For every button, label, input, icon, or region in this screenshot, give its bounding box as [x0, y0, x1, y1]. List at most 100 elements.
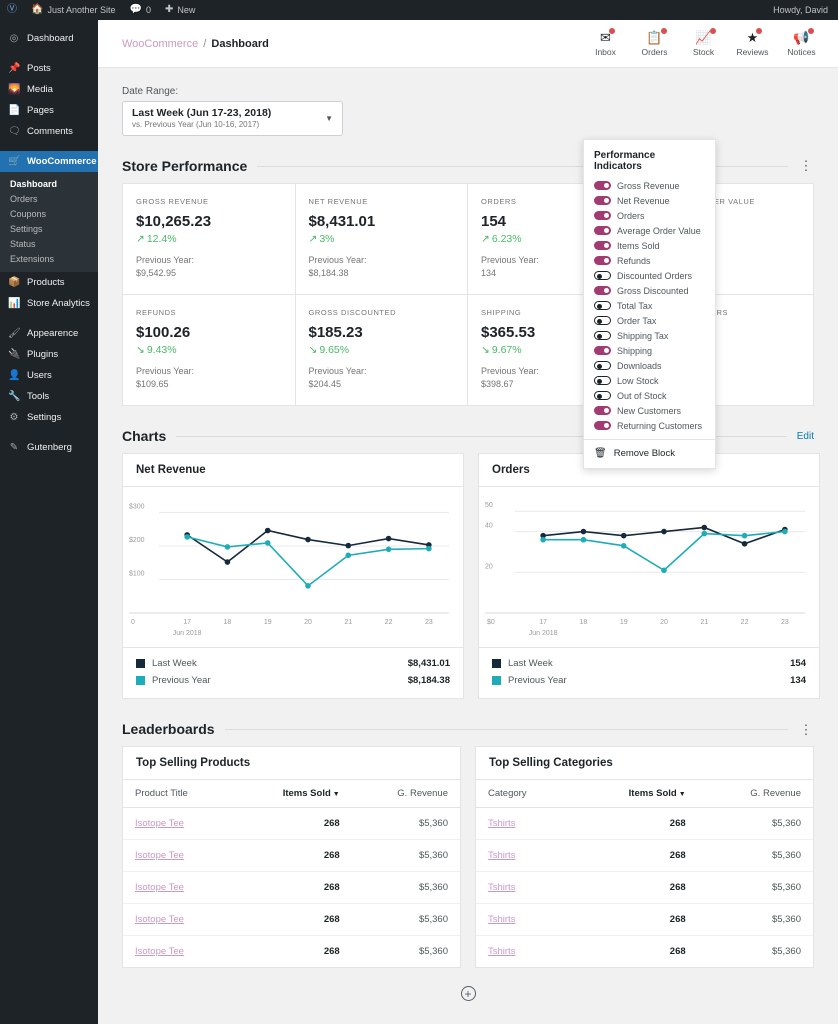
indicator-row-returning-customers[interactable]: Returning Customers: [584, 418, 715, 433]
charts-edit-button[interactable]: Edit: [796, 430, 814, 442]
submenu-item-status[interactable]: Status: [10, 238, 36, 249]
category-link[interactable]: Tshirts: [488, 882, 516, 894]
toggle-switch[interactable]: [594, 286, 611, 295]
legend-item-last-week[interactable]: Last Week $8,431.01: [136, 655, 450, 672]
sidebar-item-plugins[interactable]: 🔌 Plugins: [0, 344, 98, 365]
site-name-menu[interactable]: 🏠 Just Another Site: [24, 0, 123, 20]
indicator-row-new-customers[interactable]: New Customers: [584, 403, 715, 418]
comments-bubble[interactable]: 💬 0: [123, 0, 158, 20]
legend-item-previous-year[interactable]: Previous Year $8,184.38: [136, 672, 450, 689]
product-link[interactable]: Isotope Tee: [135, 946, 184, 958]
submenu-item-orders[interactable]: Orders: [10, 193, 38, 204]
indicator-row-average-order-value[interactable]: Average Order Value: [584, 223, 715, 238]
cell-revenue: $5,360: [771, 946, 801, 958]
submenu-item-dashboard[interactable]: Dashboard: [10, 178, 58, 189]
sidebar-item-posts[interactable]: 📌 Posts: [0, 58, 98, 79]
indicator-row-items-sold[interactable]: Items Sold: [584, 238, 715, 253]
sidebar-item-dashboard[interactable]: ◎ Dashboard: [0, 28, 98, 49]
toggle-switch[interactable]: [594, 391, 611, 400]
indicator-row-out-of-stock[interactable]: Out of Stock: [584, 388, 715, 403]
product-link[interactable]: Isotope Tee: [135, 914, 184, 926]
sidebar-item-users[interactable]: 👤 Users: [0, 365, 98, 386]
summary-card-orders[interactable]: ORDERS 154 ↗ 6.23% Previous Year: 134: [468, 184, 641, 296]
indicator-row-refunds[interactable]: Refunds: [584, 253, 715, 268]
summary-card-net-revenue[interactable]: NET REVENUE $8,431.01 ↗ 3% Previous Year:…: [295, 184, 468, 296]
sidebar-item-gutenberg[interactable]: ✎ Gutenberg: [0, 437, 98, 458]
leaderboards-menu-button[interactable]: ⋮: [799, 721, 813, 737]
toggle-switch[interactable]: [594, 406, 611, 415]
indicator-row-order-tax[interactable]: Order Tax: [584, 313, 715, 328]
summary-card-value: $365.53: [481, 324, 536, 342]
remove-block-button[interactable]: 🗑 Remove Block: [584, 440, 715, 468]
toggle-switch[interactable]: [594, 211, 611, 220]
indicator-row-downloads[interactable]: Downloads: [584, 358, 715, 373]
product-link[interactable]: Isotope Tee: [135, 818, 184, 830]
column-header-items-sold[interactable]: Items Sold ▼: [572, 780, 698, 809]
sidebar-item-pages[interactable]: 📄 Pages: [0, 100, 98, 121]
store-performance-menu-button[interactable]: ⋮: [799, 158, 813, 174]
summary-card-refunds[interactable]: REFUNDS $100.26 ↘ 9.43% Previous Year: $10…: [123, 295, 296, 406]
date-range-picker[interactable]: Last Week (Jun 17-23, 2018) vs. Previous…: [122, 101, 343, 136]
toggle-switch[interactable]: [594, 361, 611, 370]
section-title: Store Performance: [122, 158, 248, 174]
wp-logo-menu[interactable]: Ⓥ: [0, 0, 24, 20]
toggle-switch[interactable]: [594, 376, 611, 385]
sidebar-item-products[interactable]: 📦 Products: [0, 272, 98, 293]
sidebar-item-appearance[interactable]: 🖌 Appearence: [0, 323, 98, 344]
toggle-switch[interactable]: [594, 331, 611, 340]
product-link[interactable]: Isotope Tee: [135, 882, 184, 894]
indicator-row-low-stock[interactable]: Low Stock: [584, 373, 715, 388]
indicator-row-gross-revenue[interactable]: Gross Revenue: [584, 178, 715, 193]
indicator-row-total-tax[interactable]: Total Tax: [584, 298, 715, 313]
toggle-switch[interactable]: [594, 301, 611, 310]
category-link[interactable]: Tshirts: [488, 946, 516, 958]
header-button-orders[interactable]: 📋 Orders: [630, 27, 679, 57]
header-button-stock[interactable]: 📈 Stock: [679, 27, 728, 57]
sidebar-item-settings[interactable]: ⚙ Settings: [0, 407, 98, 428]
header-button-inbox[interactable]: ✉ Inbox: [581, 27, 630, 57]
submenu-item-coupons[interactable]: Coupons: [10, 208, 47, 219]
submenu-item-extensions[interactable]: Extensions: [10, 253, 55, 264]
my-account-menu[interactable]: Howdy, David: [766, 0, 838, 20]
sidebar-item-comments[interactable]: 🗨 Comments: [0, 121, 98, 142]
product-link[interactable]: Isotope Tee: [135, 850, 184, 862]
column-header-g-revenue[interactable]: G. Revenue: [697, 780, 813, 809]
sidebar-item-store-analytics[interactable]: 📊 Store Analytics: [0, 293, 98, 314]
indicator-row-orders[interactable]: Orders: [584, 208, 715, 223]
category-link[interactable]: Tshirts: [488, 850, 516, 862]
indicator-row-net-revenue[interactable]: Net Revenue: [584, 193, 715, 208]
indicator-row-gross-discounted[interactable]: Gross Discounted: [584, 283, 715, 298]
indicator-row-discounted-orders[interactable]: Discounted Orders: [584, 268, 715, 283]
column-header-items-sold[interactable]: Items Sold ▼: [234, 780, 352, 809]
category-link[interactable]: Tshirts: [488, 914, 516, 926]
new-content-menu[interactable]: ✚ New: [158, 0, 202, 20]
header-button-reviews[interactable]: ★ Reviews: [728, 27, 777, 57]
submenu-item-settings[interactable]: Settings: [10, 223, 43, 234]
toggle-switch[interactable]: [594, 271, 611, 280]
toggle-switch[interactable]: [594, 226, 611, 235]
legend-item-last-week[interactable]: Last Week 154: [492, 655, 806, 672]
column-header-product-title[interactable]: Product Title: [123, 780, 235, 809]
column-header-category[interactable]: Category: [476, 780, 573, 809]
sidebar-item-woocommerce[interactable]: 🛒 WooCommerce: [0, 151, 104, 172]
summary-card-gross-revenue[interactable]: GROSS REVENUE $10,265.23 ↗ 12.4% Previous…: [123, 184, 296, 296]
summary-card-gross-discounted[interactable]: GROSS DISCOUNTED $185.23 ↘ 9.65% Previous…: [296, 295, 468, 406]
breadcrumb-root-link[interactable]: WooCommerce: [122, 37, 199, 50]
toggle-switch[interactable]: [594, 196, 611, 205]
plus-circle-icon[interactable]: +: [460, 986, 476, 1002]
category-link[interactable]: Tshirts: [488, 818, 516, 830]
sidebar-item-tools[interactable]: 🔧 Tools: [0, 386, 98, 407]
header-button-notices[interactable]: 📢 Notices: [777, 27, 826, 57]
toggle-switch[interactable]: [594, 346, 611, 355]
toggle-switch[interactable]: [594, 181, 611, 190]
sidebar-item-media[interactable]: 🌄 Media: [0, 79, 98, 100]
toggle-switch[interactable]: [594, 421, 611, 430]
indicator-row-shipping[interactable]: Shipping: [584, 343, 715, 358]
column-header-g-revenue[interactable]: G. Revenue: [351, 780, 460, 809]
legend-item-previous-year[interactable]: Previous Year 134: [492, 672, 806, 689]
toggle-switch[interactable]: [594, 256, 611, 265]
toggle-switch[interactable]: [594, 316, 611, 325]
toggle-switch[interactable]: [594, 241, 611, 250]
indicator-row-shipping-tax[interactable]: Shipping Tax: [584, 328, 715, 343]
summary-card-delta: ↘ 9.67%: [481, 344, 627, 356]
